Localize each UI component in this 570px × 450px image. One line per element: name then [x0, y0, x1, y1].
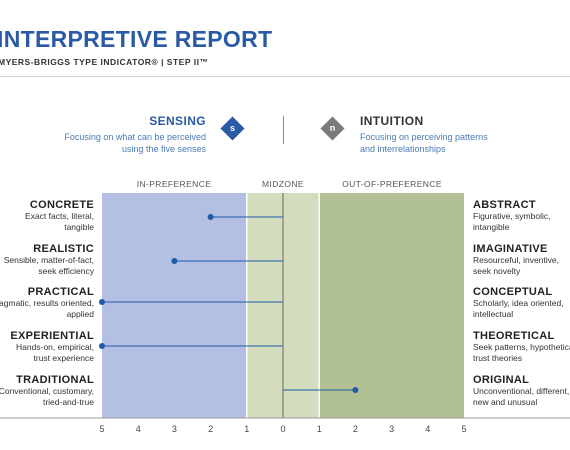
score-dot — [171, 258, 178, 264]
sensing-description-line2: using the five senses — [121, 144, 206, 154]
facet-right-desc: intangible — [473, 222, 510, 232]
header-divider — [0, 76, 570, 77]
facet-right-desc: Figurative, symbolic, — [473, 211, 551, 221]
sensing-description-line1: Focusing on what can be perceived — [64, 132, 206, 142]
facet-right-abstract: ABSTRACT Figurative, symbolic, intangibl… — [473, 199, 550, 233]
facet-left-desc: Sensible, matter-of-fact, — [3, 255, 94, 265]
facet-right-desc: intellectual — [473, 309, 514, 319]
facet-right-title: THEORETICAL — [473, 330, 555, 342]
intuition-description-line2: and interrelationships — [360, 144, 446, 154]
report-title: INTERPRETIVE REPORT — [0, 26, 273, 52]
zone-label-in-preference: IN-PREFERENCE — [136, 179, 212, 189]
facet-left-desc: trust experience — [33, 353, 94, 363]
facet-left-experiential: EXPERIENTIAL Hands-on, empirical, trust … — [10, 330, 94, 364]
facet-right-theoretical: THEORETICAL Seek patterns, hypothetical,… — [473, 330, 570, 364]
tick-label: 5 — [461, 424, 466, 434]
facet-right-desc: Seek patterns, hypothetical, — [473, 342, 570, 352]
score-dot — [207, 214, 214, 220]
zone-out-of-preference — [319, 193, 464, 418]
tick-label: 4 — [425, 424, 430, 434]
facet-right-original: ORIGINAL Unconventional, different, new … — [473, 374, 569, 408]
facet-left-desc: Hands-on, empirical, — [16, 342, 94, 352]
facet-left-desc: tried-and-true — [42, 397, 94, 407]
score-dot — [99, 299, 105, 305]
facet-right-imaginative: IMAGINATIVE Resourceful, inventive, seek… — [473, 243, 559, 277]
zone-in-preference — [102, 193, 247, 418]
facet-right-title: IMAGINATIVE — [473, 243, 548, 255]
score-dot — [99, 343, 105, 349]
facet-left-desc: applied — [66, 309, 94, 319]
tick-label: 1 — [244, 424, 249, 434]
facet-right-title: ABSTRACT — [473, 199, 536, 211]
report-subtitle: MYERS-BRIGGS TYPE INDICATOR® | STEP II™ — [0, 57, 209, 67]
facet-left-desc: Exact facts, literal, — [25, 211, 94, 221]
facet-left-practical: PRACTICAL Pragmatic, results oriented, a… — [0, 286, 94, 320]
tick-label: 3 — [389, 424, 394, 434]
facet-right-conceptual: CONCEPTUAL Scholarly, idea oriented, int… — [473, 286, 564, 320]
tick-label: 4 — [136, 424, 141, 434]
zone-label-out-of-preference: OUT-OF-PREFERENCE — [342, 179, 442, 189]
zone-label-midzone: MIDZONE — [262, 179, 304, 189]
intuition-pole-title: INTUITION — [360, 114, 424, 128]
facet-right-desc: Scholarly, idea oriented, — [473, 298, 564, 308]
facet-left-desc: Pragmatic, results oriented, — [0, 298, 94, 308]
facet-right-desc: trust theories — [473, 353, 523, 363]
facet-left-desc: Conventional, customary, — [0, 386, 94, 396]
facet-right-desc: Resourceful, inventive, — [473, 255, 559, 265]
facet-left-title: PRACTICAL — [27, 286, 94, 298]
facet-left-title: EXPERIENTIAL — [10, 330, 94, 342]
facet-left-concrete: CONCRETE Exact facts, literal, tangible — [25, 199, 94, 233]
intuition-description-line1: Focusing on perceiving patterns — [360, 132, 488, 142]
tick-label: 0 — [280, 424, 285, 434]
sensing-pole-title: SENSING — [149, 114, 206, 128]
pole-divider — [283, 116, 284, 144]
facet-right-desc: seek novelty — [473, 266, 521, 276]
tick-label: 2 — [208, 424, 213, 434]
facet-left-desc: seek efficiency — [38, 266, 94, 276]
score-dot — [352, 387, 359, 393]
tick-label: 1 — [317, 424, 322, 434]
tick-label: 3 — [172, 424, 177, 434]
facet-left-traditional: TRADITIONAL Conventional, customary, tri… — [0, 374, 94, 408]
facet-left-title: REALISTIC — [33, 243, 94, 255]
facet-left-desc: tangible — [64, 222, 94, 232]
facet-left-realistic: REALISTIC Sensible, matter-of-fact, seek… — [4, 243, 94, 277]
facet-right-title: CONCEPTUAL — [473, 286, 553, 298]
tick-label: 2 — [353, 424, 358, 434]
tick-label: 5 — [99, 424, 104, 434]
facet-right-desc: Unconventional, different, — [473, 386, 570, 396]
facet-left-title: TRADITIONAL — [16, 374, 94, 386]
facet-right-desc: new and unusual — [473, 397, 538, 407]
facet-right-title: ORIGINAL — [473, 374, 530, 386]
facet-left-title: CONCRETE — [29, 199, 94, 211]
